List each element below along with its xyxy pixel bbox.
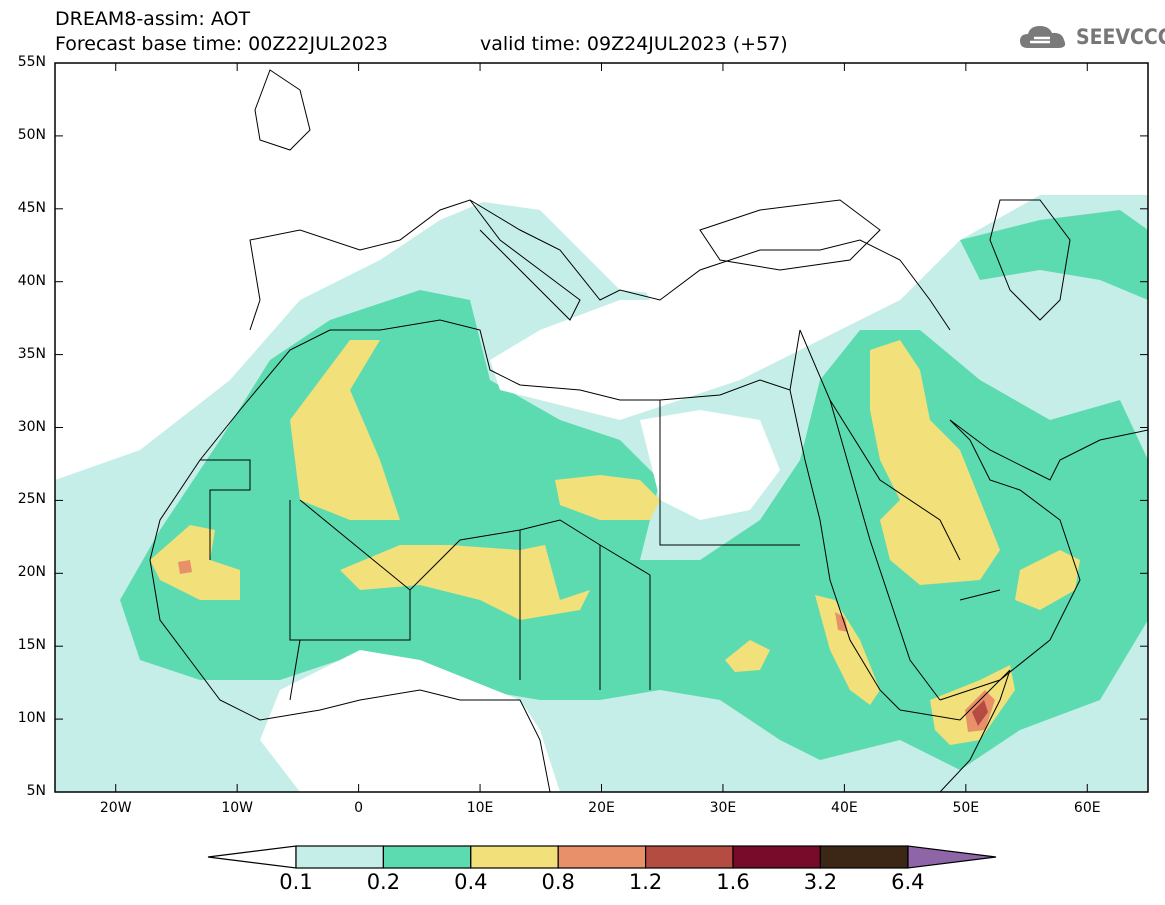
colorbar-high-arrow (907, 845, 997, 869)
lat-label: 10N (17, 710, 46, 727)
colorbar-box (819, 845, 909, 869)
seevccc-logo: SEEVCCC (1018, 22, 1165, 52)
clear-area-med (490, 300, 800, 420)
clear-area-africa (260, 650, 560, 792)
aot-level-0.8-a (178, 560, 192, 574)
lat-label: 40N (17, 272, 46, 289)
lon-label: 10W (221, 800, 253, 816)
colorbar-label: 1.2 (628, 870, 663, 894)
lon-label: 20E (588, 800, 615, 816)
colorbar-box (382, 845, 472, 869)
aot-level-1.2 (972, 700, 988, 726)
colorbar-label: 0.8 (541, 870, 575, 894)
coast-west-africa (149, 559, 551, 792)
coast-arabia (939, 419, 1081, 701)
lon-label: 50E (952, 800, 980, 816)
title-base-time: Forecast base time: 00Z22JUL2023 (55, 33, 388, 55)
aot-level-0.8-b (835, 612, 848, 632)
colorbar-box (644, 845, 734, 869)
coastlines (149, 69, 1148, 792)
border-lines (200, 399, 1001, 701)
colorbar-label: 6.4 (891, 870, 925, 894)
aot-level-0.4-a (290, 340, 400, 520)
lon-label: 10E (466, 800, 494, 816)
aot-level-0.4-d (150, 525, 240, 600)
aot-level-0.1-b (55, 540, 100, 600)
lat-label: 5N (26, 783, 46, 799)
lon-label: 40E (831, 800, 858, 816)
title-product: DREAM8-assim: AOT (55, 8, 251, 30)
lat-label: 25N (17, 491, 46, 508)
clear-area-europe (55, 63, 1148, 470)
aot-level-0.4-e (870, 340, 1000, 585)
cloud-icon (1020, 26, 1066, 48)
colorbar-label: 3.2 (803, 870, 838, 894)
coast-somalia (899, 669, 1011, 792)
lon-label: 30E (709, 800, 737, 816)
clear-area-egypt (640, 410, 780, 520)
lon-label: 0 (354, 800, 364, 816)
colorbar-box (470, 845, 559, 869)
aot-level-0.2-b (960, 210, 1148, 300)
logo-text: SEEVCCC (1076, 25, 1165, 49)
coast-red-sea-west (789, 389, 901, 711)
lat-label: 30N (17, 418, 46, 435)
lon-label: 60E (1073, 800, 1101, 816)
coast-persian-gulf (949, 419, 1148, 481)
coast-uk (254, 69, 311, 151)
lat-label: 55N (17, 54, 46, 70)
title-valid-time: valid time: 09Z24JUL2023 (+57) (480, 33, 788, 55)
colorbar (207, 845, 997, 869)
lat-label: 35N (17, 345, 46, 362)
colorbar-boxes (295, 845, 909, 869)
colorbar-label: 0.4 (454, 870, 488, 894)
aot-level-0.4-f (815, 595, 880, 705)
aot-level-0.4-c (555, 475, 660, 520)
coast-black-sea (699, 199, 881, 271)
aot-level-0.4-h (1015, 550, 1080, 610)
colorbar-box (732, 845, 822, 869)
coast-europe (249, 199, 951, 331)
coast-north-africa (149, 319, 801, 561)
colorbar-label: 0.1 (279, 870, 313, 894)
aot-level-0.4-b (340, 545, 590, 620)
aot-field (55, 63, 1148, 792)
colorbar-low-arrow (207, 845, 297, 869)
axis-ticks (55, 62, 1148, 793)
aot-level-0.4-i (725, 640, 770, 672)
coast-italy (469, 199, 581, 321)
colorbar-box (295, 845, 385, 869)
lon-label: 20W (99, 800, 132, 816)
lat-label: 20N (17, 564, 46, 581)
lat-label: 15N (17, 637, 46, 654)
colorbar-label: 0.2 (366, 870, 401, 894)
lat-label: 45N (17, 199, 46, 216)
coast-caspian (989, 199, 1071, 321)
lat-label: 50N (17, 126, 46, 143)
colorbar-box (557, 845, 647, 869)
colorbar-label: 1.6 (716, 870, 750, 894)
